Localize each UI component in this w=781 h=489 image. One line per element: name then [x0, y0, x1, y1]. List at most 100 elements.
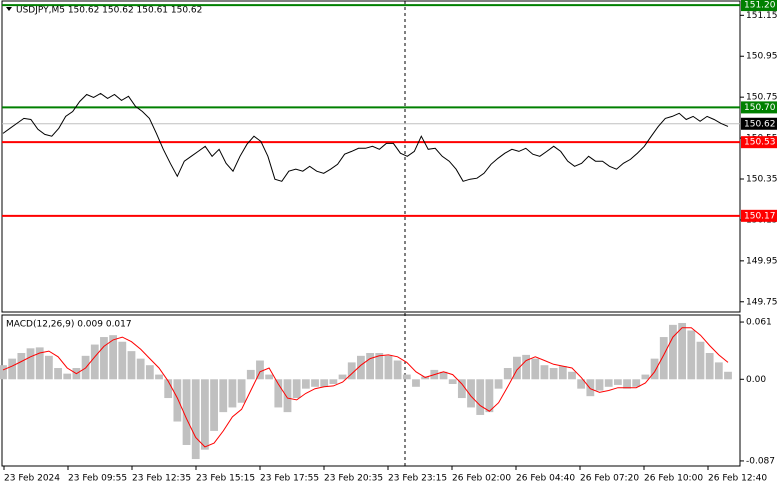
histogram-bar	[237, 379, 246, 403]
histogram-bar	[669, 324, 677, 380]
histogram-bar	[522, 354, 531, 380]
x-tick-label: 26 Feb 02:00	[452, 474, 511, 484]
y-tick-label: 149.95	[746, 256, 778, 266]
level-label: 150.17	[744, 211, 776, 221]
histogram-bar	[604, 379, 613, 387]
histogram-bar	[650, 358, 659, 380]
histogram-bar	[283, 379, 292, 413]
histogram-bar	[210, 379, 218, 431]
histogram-bar	[44, 355, 53, 380]
histogram-bar	[35, 347, 44, 380]
level-label: 151.20	[744, 1, 776, 11]
level-label-box	[741, 117, 777, 130]
histogram-bar	[228, 379, 237, 408]
histogram-bar	[274, 379, 283, 408]
menu-arrow	[6, 7, 12, 11]
histogram-bar	[200, 379, 209, 450]
histogram-bar	[182, 379, 191, 445]
y-tick-label: -0.087	[746, 456, 775, 466]
histogram-bar	[375, 353, 384, 380]
x-tick-label: 23 Feb 15:15	[196, 474, 255, 484]
level-label-box	[741, 0, 777, 12]
level-label: 150.53	[744, 138, 776, 148]
histogram-bar	[265, 374, 274, 380]
x-tick-label: 23 Feb 12:35	[132, 474, 191, 484]
histogram-bar	[329, 379, 338, 384]
histogram-bar	[513, 356, 521, 380]
x-tick-label: 23 Feb 23:15	[388, 474, 447, 484]
histogram-bar	[256, 360, 264, 380]
signal-line	[2, 327, 729, 448]
histogram-bar	[531, 358, 540, 380]
price-line	[2, 92, 729, 182]
level-label: 150.62	[744, 119, 776, 129]
histogram-bar	[347, 362, 356, 380]
histogram-bar	[155, 374, 163, 380]
histogram-bar	[577, 379, 586, 389]
histogram-bar	[54, 368, 62, 380]
histogram-bar	[485, 379, 494, 413]
histogram-bar	[503, 368, 512, 380]
histogram-bar	[705, 353, 714, 380]
histogram-bar	[393, 360, 402, 380]
histogram-bar	[145, 365, 154, 380]
histogram-bar	[100, 337, 108, 380]
histogram-bar	[632, 379, 641, 387]
histogram-bar	[118, 341, 127, 380]
histogram-bar	[338, 374, 347, 380]
histogram-bar	[0, 365, 7, 380]
histogram-bar	[687, 330, 696, 380]
histogram-bar	[127, 351, 136, 380]
histogram-bar	[558, 366, 567, 380]
histogram-bar	[8, 358, 17, 380]
histogram-bar	[448, 379, 457, 384]
chart-title: USDJPY,M5 150.62 150.62 150.61 150.62	[16, 6, 202, 16]
histogram-bar	[90, 344, 99, 380]
histogram-bar	[63, 373, 72, 380]
histogram-bar	[17, 353, 26, 380]
histogram-bar	[659, 337, 668, 380]
y-tick-label: 150.75	[746, 93, 778, 103]
histogram-bar	[402, 374, 411, 380]
price-panel	[1, 0, 741, 313]
histogram-bar	[494, 379, 503, 389]
histogram-bar	[586, 379, 595, 397]
level-label-box	[741, 136, 777, 149]
histogram-bar	[366, 353, 374, 380]
histogram-bar	[476, 379, 485, 415]
histogram-bar	[109, 335, 118, 380]
histogram-bar	[678, 322, 687, 380]
x-tick-label: 26 Feb 10:00	[644, 474, 703, 484]
histogram-bar	[173, 379, 182, 422]
histogram-bar	[623, 379, 631, 389]
histogram-bar	[191, 379, 200, 460]
x-tick-label: 26 Feb 12:40	[708, 474, 767, 484]
macd-panel	[1, 314, 741, 467]
x-tick-label: 26 Feb 07:20	[580, 474, 639, 484]
histogram-bar	[301, 379, 310, 389]
histogram-bar	[467, 379, 475, 408]
x-tick-label: 23 Feb 20:35	[324, 474, 383, 484]
macd-title: MACD(12,26,9) 0.009 0.017	[6, 320, 132, 330]
histogram-bar	[641, 374, 650, 380]
y-tick-label: 150.35	[746, 175, 778, 185]
x-tick-label: 23 Feb 09:55	[68, 474, 127, 484]
y-tick-label: 0.061	[746, 318, 772, 328]
histogram-bar	[292, 379, 301, 399]
histogram-bar	[412, 379, 420, 387]
histogram-bar	[320, 379, 329, 387]
histogram-bar	[164, 379, 173, 399]
histogram-bar	[696, 341, 705, 380]
y-tick-label: 149.75	[746, 297, 778, 307]
histogram-bar	[26, 348, 35, 380]
level-label-box	[741, 101, 777, 114]
histogram-bar	[439, 371, 448, 380]
x-tick-label: 26 Feb 04:40	[516, 474, 575, 484]
x-tick-label: 23 Feb 2024	[4, 474, 60, 484]
level-label-box	[741, 209, 777, 222]
histogram-bar	[724, 371, 732, 380]
histogram-bar	[540, 365, 549, 380]
histogram-bar	[357, 355, 365, 380]
